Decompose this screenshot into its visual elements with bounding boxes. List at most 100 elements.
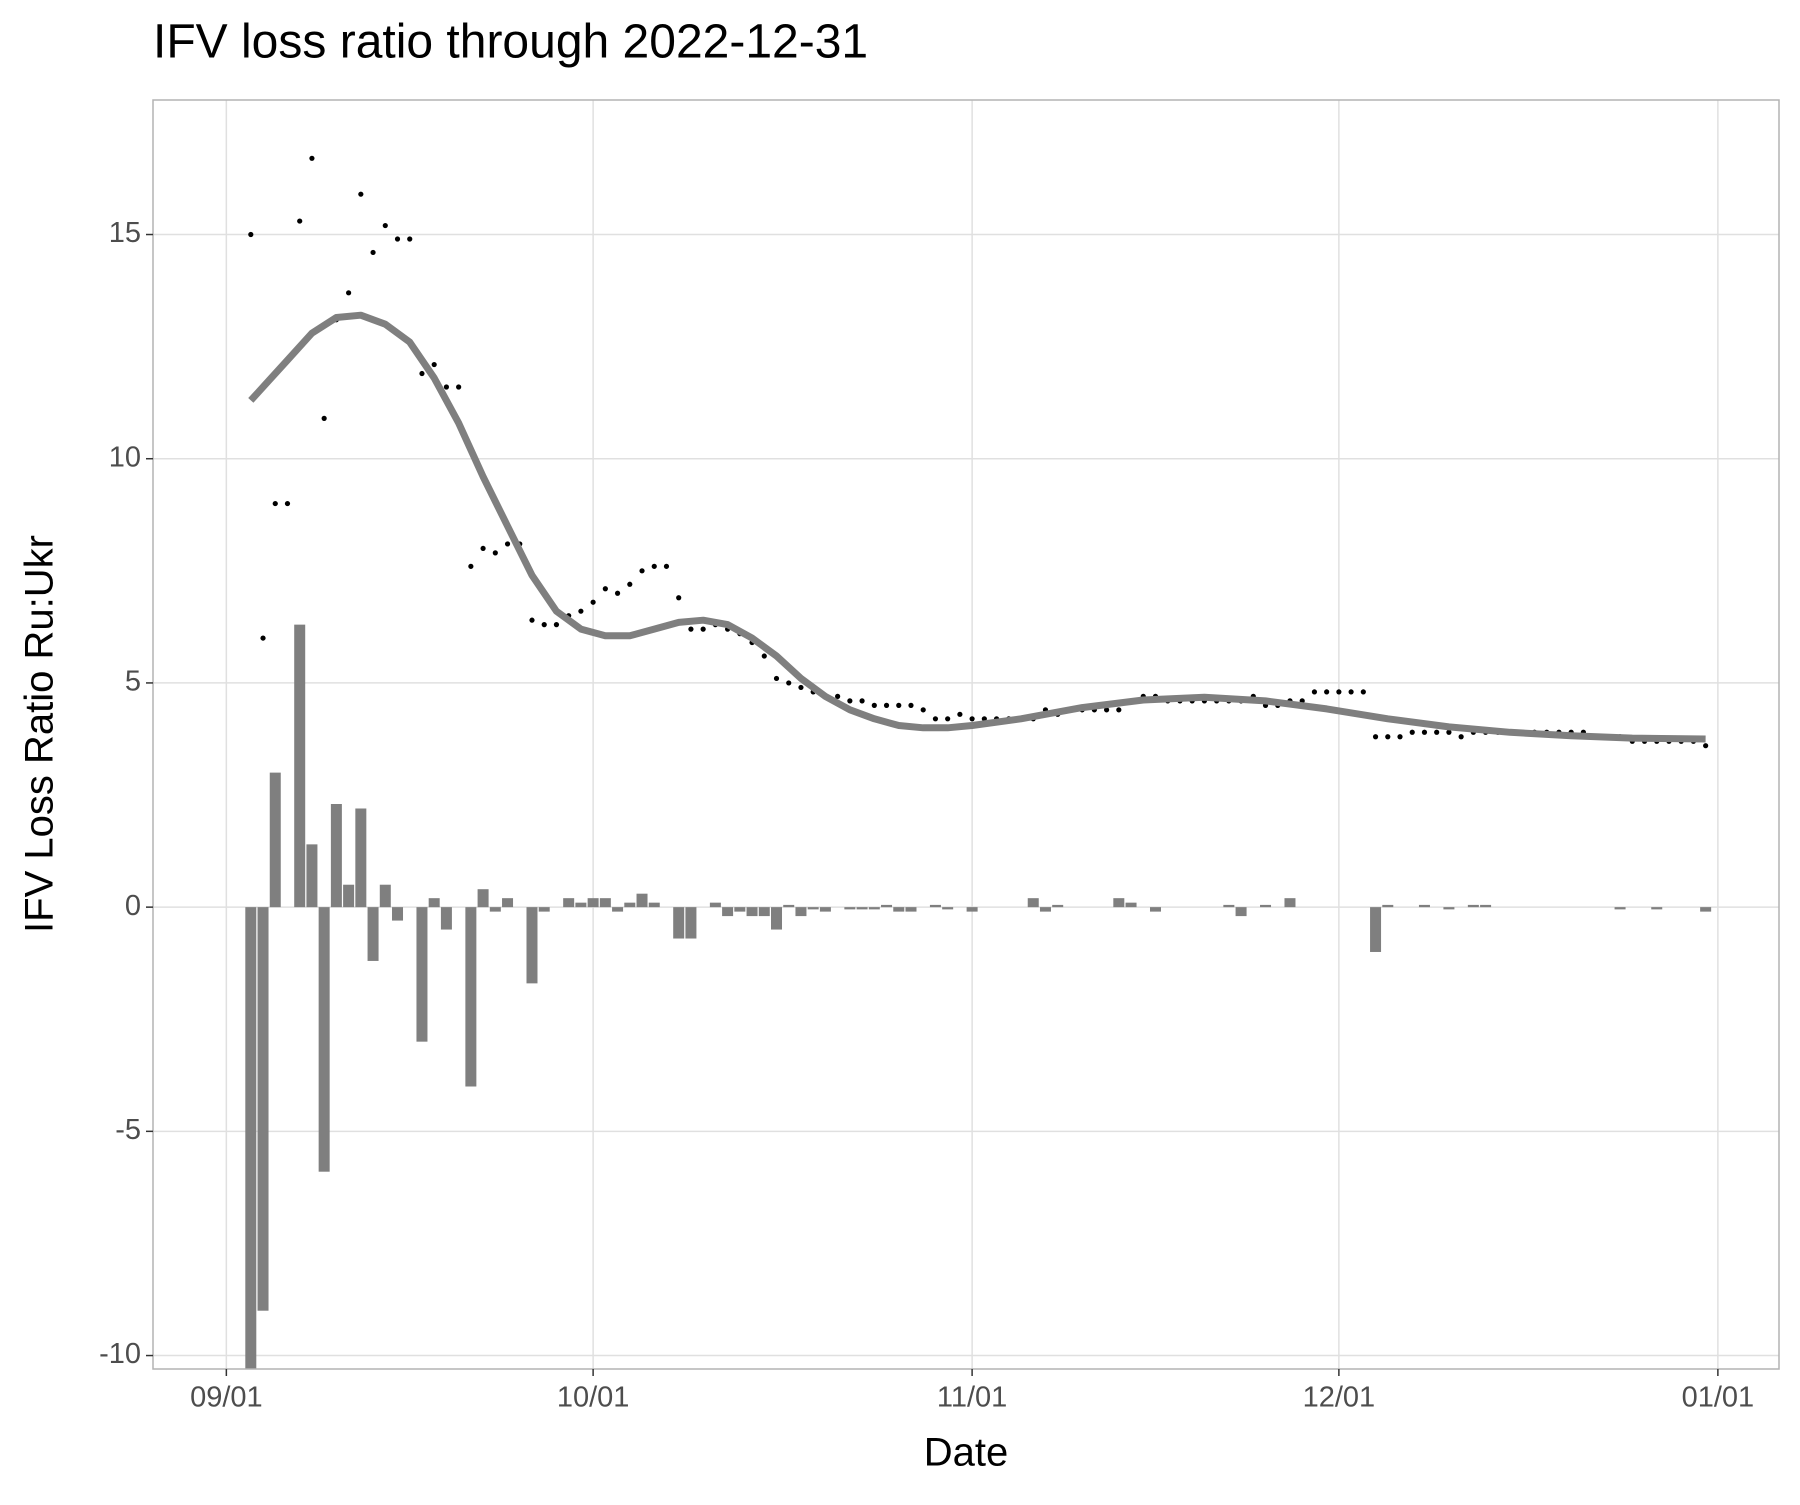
- axes: -10 -5 0 5 10 15 09/01 10/01 11/01 12/01 01/01: [99, 217, 1754, 1413]
- chart-title: IFV loss ratio through 2022-12-31: [153, 16, 868, 69]
- point: [431, 361, 437, 368]
- x-tick-label: 09/01: [190, 1382, 263, 1414]
- bar: [245, 907, 257, 1369]
- bar: [587, 898, 599, 908]
- bar: [734, 907, 746, 912]
- point: [529, 617, 535, 623]
- bar: [783, 904, 795, 908]
- panel-border: [152, 99, 1780, 1370]
- point: [480, 545, 486, 552]
- bar: [1284, 898, 1296, 908]
- bar: [1418, 904, 1430, 908]
- point: [370, 249, 376, 256]
- bar: [599, 898, 611, 908]
- point: [639, 568, 645, 574]
- bar: [746, 907, 758, 917]
- x-tick-label: 12/01: [1303, 1382, 1376, 1414]
- bar: [648, 902, 660, 908]
- point: [932, 716, 939, 722]
- point: [1103, 707, 1110, 713]
- bar: [685, 907, 697, 939]
- point: [1385, 734, 1391, 740]
- bar: [758, 907, 770, 917]
- point: [443, 384, 450, 390]
- point: [945, 716, 951, 722]
- point: [419, 370, 425, 377]
- bar: [526, 907, 538, 984]
- x-axis-title: Date: [924, 1431, 1009, 1475]
- point: [394, 236, 401, 242]
- x-tick-label: 10/01: [557, 1382, 630, 1414]
- bar: [379, 884, 391, 908]
- bar: [1052, 904, 1064, 908]
- point: [786, 680, 792, 686]
- point: [676, 595, 682, 601]
- bar: [624, 902, 636, 908]
- bar: [966, 907, 978, 912]
- bar: [709, 902, 721, 908]
- bar: [893, 907, 905, 912]
- x-tick-label: 01/01: [1682, 1382, 1755, 1414]
- point: [321, 415, 327, 421]
- bar: [636, 893, 648, 908]
- bar: [355, 808, 367, 908]
- point: [627, 581, 633, 587]
- plot-area: [245, 155, 1712, 1369]
- point: [1703, 743, 1709, 749]
- bar: [612, 907, 624, 912]
- y-tick-label: 0: [125, 890, 141, 922]
- point: [346, 290, 352, 296]
- bar: [868, 907, 880, 910]
- bar: [1651, 907, 1663, 910]
- point: [602, 586, 608, 592]
- bar: [819, 907, 831, 912]
- point: [456, 384, 462, 390]
- bar: [502, 898, 514, 908]
- bar: [942, 907, 954, 910]
- point: [492, 550, 498, 556]
- point: [1116, 707, 1122, 713]
- point: [1336, 689, 1342, 695]
- bar: [1149, 907, 1161, 912]
- point: [908, 702, 914, 708]
- bar: [1113, 898, 1125, 908]
- point: [957, 711, 963, 717]
- bar: [538, 907, 550, 912]
- point: [297, 218, 303, 224]
- point: [553, 622, 560, 628]
- point: [272, 500, 278, 507]
- bar: [1039, 907, 1051, 912]
- bar: [929, 904, 941, 908]
- point: [358, 191, 364, 197]
- point: [1446, 729, 1452, 735]
- point: [1458, 734, 1464, 740]
- bar: [1370, 907, 1382, 952]
- bar: [1700, 907, 1712, 912]
- bar: [1443, 907, 1455, 910]
- y-tick-label: 5: [125, 666, 141, 698]
- point: [651, 563, 657, 569]
- point: [284, 500, 291, 507]
- bar: [489, 907, 501, 912]
- bar: [807, 907, 819, 910]
- bar: [367, 907, 379, 961]
- bar: [1027, 898, 1039, 908]
- point: [541, 622, 547, 628]
- bar: [722, 907, 734, 917]
- point: [260, 635, 266, 641]
- bar: [306, 844, 318, 908]
- bar: [1260, 904, 1272, 908]
- bar: [269, 772, 281, 908]
- point: [1372, 734, 1379, 740]
- bar: [477, 889, 489, 908]
- point: [871, 702, 877, 708]
- bar: [575, 902, 587, 908]
- bar: [1382, 904, 1394, 908]
- point: [896, 702, 902, 708]
- y-tick-label: 10: [109, 441, 141, 473]
- bar: [1614, 907, 1626, 910]
- point: [578, 608, 584, 614]
- point: [761, 653, 767, 659]
- point: [468, 563, 474, 569]
